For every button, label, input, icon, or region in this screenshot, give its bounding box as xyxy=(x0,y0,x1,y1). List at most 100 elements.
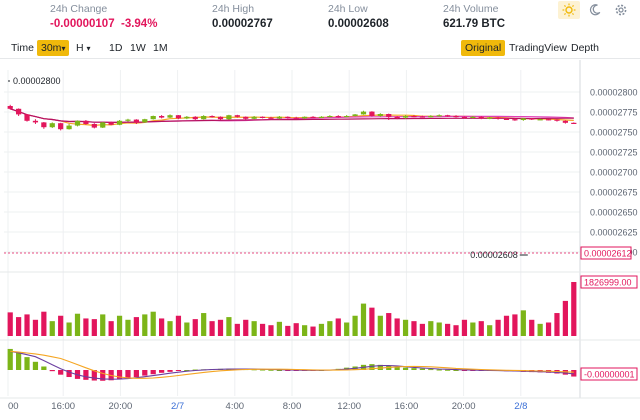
candle-body xyxy=(529,118,535,120)
volume-bar xyxy=(512,314,518,336)
macd-histogram-bar xyxy=(91,370,97,381)
x-tick-label: 16:00 xyxy=(51,401,75,412)
volume-bar xyxy=(562,300,568,336)
chart-axes: 0.00002800 0.00002775 0.00002750 0.00002725… xyxy=(0,60,640,412)
interval-1m-button[interactable]: 1M xyxy=(153,42,168,54)
interval-1d-button[interactable]: 1D xyxy=(109,42,123,54)
candle-body xyxy=(495,117,501,119)
stats-bar: 24h Change -0.00000107 -3.94% 24h High 0… xyxy=(0,0,640,36)
candle-body xyxy=(49,123,55,128)
volume-bar xyxy=(520,310,526,336)
macd-histogram-bar xyxy=(402,367,409,370)
candle-body xyxy=(419,116,425,118)
macd-histogram-bar xyxy=(184,370,190,371)
volume-axis-tag xyxy=(580,275,638,289)
candle-body xyxy=(545,119,552,121)
candle-body xyxy=(133,119,139,123)
time-button[interactable]: Time xyxy=(11,42,34,54)
candle-body xyxy=(445,115,451,117)
candle-body xyxy=(344,116,350,118)
macd-histogram-bar xyxy=(16,352,22,370)
candle-body xyxy=(293,117,299,119)
candle-body xyxy=(192,116,198,120)
volume-bar xyxy=(545,322,552,336)
volume-bar xyxy=(285,325,291,336)
volume-bar xyxy=(226,317,232,336)
candle-body xyxy=(74,120,81,126)
stat-label: 24h Low xyxy=(328,3,368,15)
y-tick-label: 0.00002750 xyxy=(590,128,638,138)
volume-bar xyxy=(571,282,577,336)
volume-bar xyxy=(461,319,468,336)
volume-bar xyxy=(335,318,341,336)
y-tick-label: 0.00002725 xyxy=(590,148,638,158)
volume-bar xyxy=(16,317,22,336)
volume-bar xyxy=(91,319,97,336)
chevron-down-icon: ▾ xyxy=(61,44,66,53)
x-tick-label: 8:00 xyxy=(283,401,302,412)
candle-body xyxy=(487,117,493,119)
volume-bar xyxy=(66,322,72,336)
volume-bar xyxy=(24,314,30,336)
candle-body xyxy=(537,119,543,121)
macd-histogram-bar xyxy=(32,361,39,370)
original-view-button[interactable]: Original xyxy=(461,40,506,56)
sun-icon[interactable] xyxy=(558,1,580,19)
gear-icon[interactable] xyxy=(610,1,632,19)
volume-bar xyxy=(74,313,81,336)
chevron-down-icon: ▾ xyxy=(86,44,91,53)
volume-bar xyxy=(419,323,425,336)
candle-body xyxy=(302,116,308,119)
interval-30m-button[interactable]: 30m▾ xyxy=(37,40,70,56)
macd-histogram-bar xyxy=(167,370,173,372)
macd-histogram-bar xyxy=(175,370,182,371)
volume-bar xyxy=(243,319,249,336)
candle-body xyxy=(520,118,526,120)
volume-bar xyxy=(58,315,64,336)
volume-series xyxy=(7,282,577,336)
y-tick-label: 0.00002775 xyxy=(590,108,638,118)
y-tick-label: 0.00002650 xyxy=(590,208,638,218)
candle-body xyxy=(116,120,123,125)
volume-bar xyxy=(386,313,392,336)
interval-hour-button[interactable]: H ▾ xyxy=(76,42,91,54)
candle-body xyxy=(16,108,22,115)
macd-histogram-bar xyxy=(436,369,442,371)
macd-histogram-bar xyxy=(394,366,400,370)
macd-histogram-bar xyxy=(41,366,47,370)
moon-icon[interactable] xyxy=(584,1,606,19)
depth-button[interactable]: Depth xyxy=(571,42,600,54)
candle-body xyxy=(268,117,274,119)
macd-histogram-bar xyxy=(285,370,291,371)
candle-body xyxy=(58,123,64,130)
candle-body xyxy=(478,116,484,119)
candle-body xyxy=(512,119,518,121)
candle-body xyxy=(360,111,367,115)
candle-body xyxy=(251,116,257,119)
candle-body xyxy=(470,116,476,118)
volume-bar xyxy=(251,321,257,336)
low-price-label: 0.00002608 xyxy=(470,250,518,260)
macd-series xyxy=(7,348,577,381)
candle-body xyxy=(453,116,459,118)
price-chart[interactable]: 0.00002800 0.00002775 0.00002750 0.00002725… xyxy=(0,60,640,420)
stat-value: 0.00002608 xyxy=(328,18,389,30)
macd-histogram-bar xyxy=(142,370,148,376)
candle-body xyxy=(159,116,165,118)
y-tick-label: 0.00002700 xyxy=(590,168,638,178)
volume-bar xyxy=(133,317,139,336)
macd-histogram-bar xyxy=(116,370,123,380)
tradingview-button[interactable]: TradingView xyxy=(509,42,567,54)
volume-bar xyxy=(402,319,409,336)
volume-bar xyxy=(554,313,560,336)
volume-bar xyxy=(41,311,47,336)
candle-body xyxy=(402,116,409,118)
candle-body xyxy=(503,118,510,120)
candle-body xyxy=(276,116,282,119)
volume-bar xyxy=(268,325,274,336)
macd-histogram-bar xyxy=(49,370,55,372)
candle-body xyxy=(436,115,442,117)
interval-1w-button[interactable]: 1W xyxy=(130,42,146,54)
volume-bar xyxy=(529,319,535,336)
candle-body xyxy=(100,122,106,128)
